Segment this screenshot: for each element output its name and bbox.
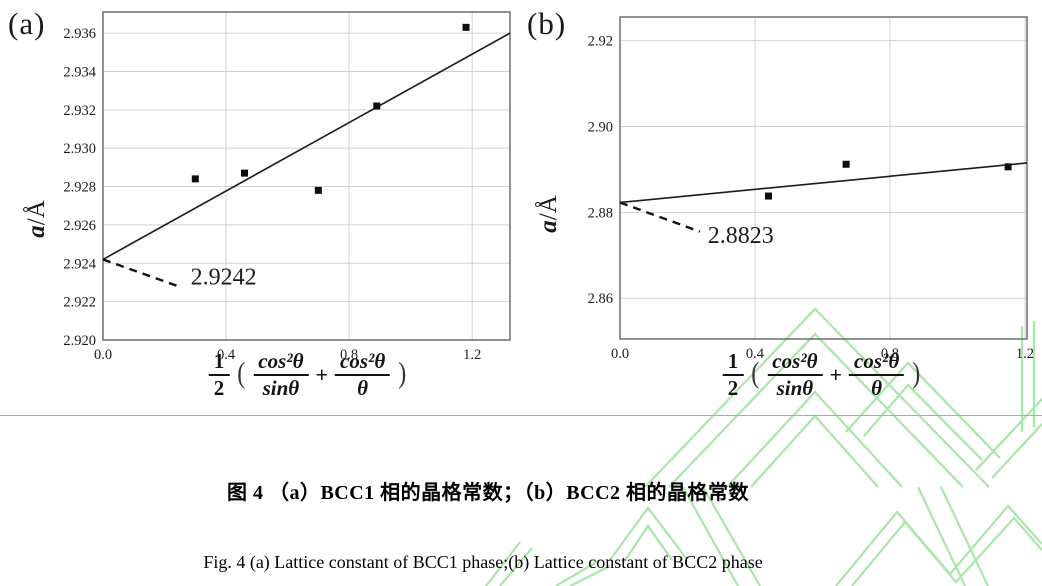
panel-a-tag: (a) <box>8 6 46 41</box>
plot-border <box>102 11 511 341</box>
y-axis-var-b: a <box>534 220 562 233</box>
watermark-stroke <box>668 332 964 488</box>
watermark-stroke <box>609 506 687 561</box>
watermark-stroke <box>863 383 983 461</box>
watermark-stroke <box>917 486 966 586</box>
watermark-stroke <box>555 559 601 586</box>
y-axis-unit-a: /Å <box>22 200 50 226</box>
y-tick-label: 2.928 <box>63 180 96 196</box>
y-tick-label: 2.924 <box>63 256 96 272</box>
watermark-stroke <box>845 361 1001 459</box>
half-denominator: 2 <box>727 375 739 400</box>
watermark-stroke <box>851 516 1042 586</box>
y-tick-label: 2.930 <box>63 141 96 157</box>
y-tick-label: 2.90 <box>588 119 613 135</box>
watermark-stroke <box>726 390 903 488</box>
y-tick-label: 2.936 <box>63 26 96 42</box>
fit-line <box>619 162 1028 204</box>
watermark-stroke <box>682 486 739 586</box>
watermark-stroke <box>644 307 990 488</box>
close-paren: ) <box>398 357 407 391</box>
frac1-denominator: sinθ <box>776 375 814 400</box>
y-tick-label: 2.86 <box>588 291 613 307</box>
frac1-denominator: sinθ <box>262 375 300 400</box>
fraction-one-half: 1 2 <box>722 350 744 400</box>
frac2-denominator: θ <box>357 375 369 400</box>
y-tick-label: 2.926 <box>63 218 96 234</box>
plus-sign: + <box>829 361 843 387</box>
frac1-numerator: cos²θ <box>253 350 309 376</box>
y-axis-unit-b: /Å <box>534 195 562 221</box>
watermark-stroke <box>623 524 673 563</box>
open-paren: ( <box>751 357 760 391</box>
plot-border <box>619 16 1028 340</box>
watermark-stroke <box>975 398 1042 471</box>
y-axis-var-a: a <box>22 225 50 238</box>
x-axis-formula-b: 1 2 ( cos²θ sinθ + cos²θ θ ) <box>722 350 921 400</box>
annotation-label: 2.9242 <box>191 264 257 290</box>
watermark-stroke <box>991 423 1042 479</box>
y-tick-label: 2.920 <box>63 333 96 349</box>
watermark-stroke <box>499 547 533 586</box>
y-axis-label-a: a/Å <box>23 200 51 238</box>
data-point <box>241 169 249 177</box>
data-point <box>314 186 322 194</box>
frac2-numerator: cos²θ <box>849 350 905 376</box>
annotation-label: 2.8823 <box>708 223 774 249</box>
x-tick-label: 1.2 <box>463 347 481 363</box>
watermark-stroke <box>835 504 1042 586</box>
y-tick-label: 2.88 <box>588 205 613 221</box>
fraction-one-half: 1 2 <box>208 350 230 400</box>
frac2-numerator: cos²θ <box>335 350 391 376</box>
watermark-stroke <box>569 565 611 586</box>
watermark-stroke <box>750 414 879 488</box>
frac2-denominator: θ <box>871 375 883 400</box>
open-paren: ( <box>237 357 246 391</box>
x-tick-label: 0.0 <box>94 347 112 363</box>
fraction-cos2-theta: cos²θ θ <box>849 350 905 400</box>
data-point <box>764 192 772 200</box>
y-tick-label: 2.92 <box>588 34 613 50</box>
data-point <box>1004 163 1012 171</box>
x-tick-label: 0.4 <box>746 346 765 362</box>
y-tick-label: 2.932 <box>63 103 96 119</box>
y-axis-label-b: a/Å <box>535 195 563 233</box>
data-point <box>373 102 381 110</box>
frac1-numerator: cos²θ <box>767 350 823 376</box>
data-point <box>191 175 199 183</box>
x-tick-label: 0.0 <box>611 346 629 362</box>
fraction-cos2-sin: cos²θ sinθ <box>253 350 309 400</box>
half-numerator: 1 <box>722 350 744 376</box>
watermark-stroke <box>702 486 761 586</box>
caption-english: Fig. 4 (a) Lattice constant of BCC1 phas… <box>203 552 763 572</box>
data-point <box>462 23 470 31</box>
x-tick-label: 0.4 <box>217 347 236 363</box>
charts-layer: 2.920 2.922 2.924 2.926 2.928 2.930 2.932 2.934… <box>63 11 1034 363</box>
watermark-pattern <box>485 307 1042 586</box>
plus-sign: + <box>315 361 329 387</box>
fit-line <box>102 32 511 261</box>
y-tick-label: 2.922 <box>63 295 96 311</box>
close-paren: ) <box>912 357 921 391</box>
data-point <box>842 160 850 168</box>
half-denominator: 2 <box>213 375 225 400</box>
page-separator-line <box>0 415 1042 416</box>
x-axis-formula-a: 1 2 ( cos²θ sinθ + cos²θ θ ) <box>208 350 407 400</box>
watermark-stroke <box>485 541 521 586</box>
panel-b-tag: (b) <box>527 6 567 41</box>
fraction-cos2-sin: cos²θ sinθ <box>767 350 823 400</box>
caption-chinese: 图 4 （a）BCC1 相的晶格常数；（b）BCC2 相的晶格常数 <box>226 482 750 504</box>
half-numerator: 1 <box>208 350 230 376</box>
watermark-stroke <box>940 486 989 586</box>
fraction-cos2-theta: cos²θ θ <box>335 350 391 400</box>
x-tick-label: 0.8 <box>340 347 358 363</box>
annotation-leader <box>619 201 701 233</box>
x-tick-label: 0.8 <box>881 346 899 362</box>
x-tick-label: 1.2 <box>1016 346 1034 362</box>
y-tick-label: 2.934 <box>63 64 96 80</box>
